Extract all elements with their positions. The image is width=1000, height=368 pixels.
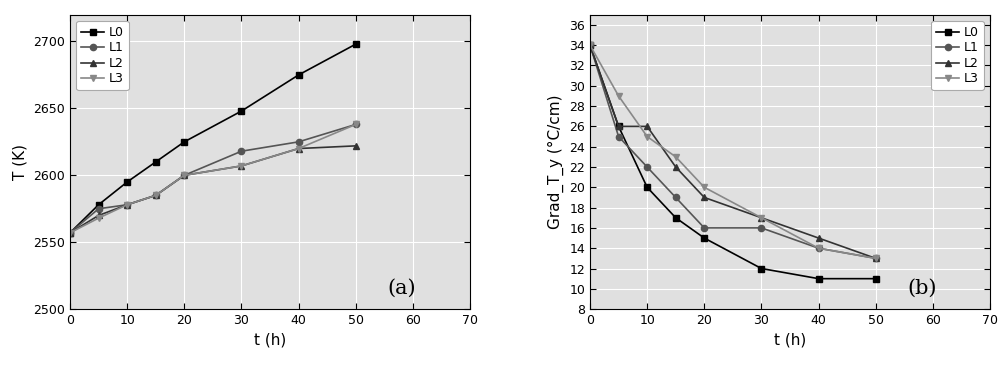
L0 [64, 231, 76, 235]
L0 [235, 109, 247, 113]
L0 [670, 216, 682, 220]
Line: L1: L1 [587, 42, 879, 262]
L1 [150, 193, 162, 198]
X-axis label: t (h): t (h) [254, 333, 286, 347]
L2 [235, 164, 247, 168]
L0 [121, 180, 133, 184]
L0 [584, 43, 596, 47]
L0 [870, 276, 882, 281]
L3 [93, 216, 105, 220]
L1 [613, 134, 625, 139]
L1 [670, 195, 682, 200]
L1 [93, 206, 105, 211]
Legend: L0, L1, L2, L3: L0, L1, L2, L3 [76, 21, 129, 91]
L3 [178, 173, 190, 177]
L0 [641, 185, 653, 190]
L3 [755, 216, 767, 220]
L3 [813, 246, 825, 250]
L1 [584, 43, 596, 47]
L1 [755, 226, 767, 230]
L0 [150, 160, 162, 164]
L3 [613, 94, 625, 98]
L1 [870, 256, 882, 261]
L0 [293, 73, 305, 77]
L3 [870, 256, 882, 261]
X-axis label: t (h): t (h) [774, 333, 806, 347]
Line: L3: L3 [587, 42, 879, 262]
Legend: L0, L1, L2, L3: L0, L1, L2, L3 [931, 21, 984, 91]
Y-axis label: Grad_T_y (°C/cm): Grad_T_y (°C/cm) [547, 95, 564, 229]
L0 [178, 139, 190, 144]
L2 [64, 231, 76, 235]
L3 [121, 202, 133, 207]
L0 [613, 124, 625, 128]
L1 [235, 149, 247, 153]
L1 [350, 122, 362, 127]
L3 [584, 43, 596, 47]
L3 [350, 122, 362, 127]
L1 [64, 231, 76, 235]
L3 [64, 231, 76, 235]
L3 [150, 193, 162, 198]
L1 [293, 139, 305, 144]
L2 [613, 124, 625, 128]
L0 [755, 266, 767, 271]
Y-axis label: T (K): T (K) [13, 144, 28, 180]
L2 [293, 146, 305, 151]
L3 [670, 155, 682, 159]
L2 [755, 216, 767, 220]
Line: L2: L2 [587, 42, 879, 262]
L1 [641, 165, 653, 169]
L0 [350, 42, 362, 46]
L2 [813, 236, 825, 240]
Text: (b): (b) [907, 279, 937, 298]
L2 [178, 173, 190, 177]
L2 [698, 195, 710, 200]
L2 [350, 144, 362, 148]
L0 [93, 202, 105, 207]
L3 [293, 146, 305, 151]
L2 [584, 43, 596, 47]
L1 [698, 226, 710, 230]
L2 [121, 202, 133, 207]
L1 [178, 173, 190, 177]
Line: L0: L0 [67, 41, 359, 236]
L2 [150, 193, 162, 198]
Text: (a): (a) [388, 279, 416, 298]
L0 [698, 236, 710, 240]
L0 [813, 276, 825, 281]
L1 [121, 202, 133, 207]
L2 [670, 165, 682, 169]
L2 [870, 256, 882, 261]
L2 [641, 124, 653, 128]
Line: L0: L0 [587, 42, 879, 282]
L3 [641, 134, 653, 139]
L3 [698, 185, 710, 190]
Line: L1: L1 [67, 121, 359, 236]
L3 [235, 164, 247, 168]
L2 [93, 213, 105, 217]
L1 [813, 246, 825, 250]
Line: L3: L3 [67, 121, 359, 236]
Line: L2: L2 [67, 143, 359, 236]
